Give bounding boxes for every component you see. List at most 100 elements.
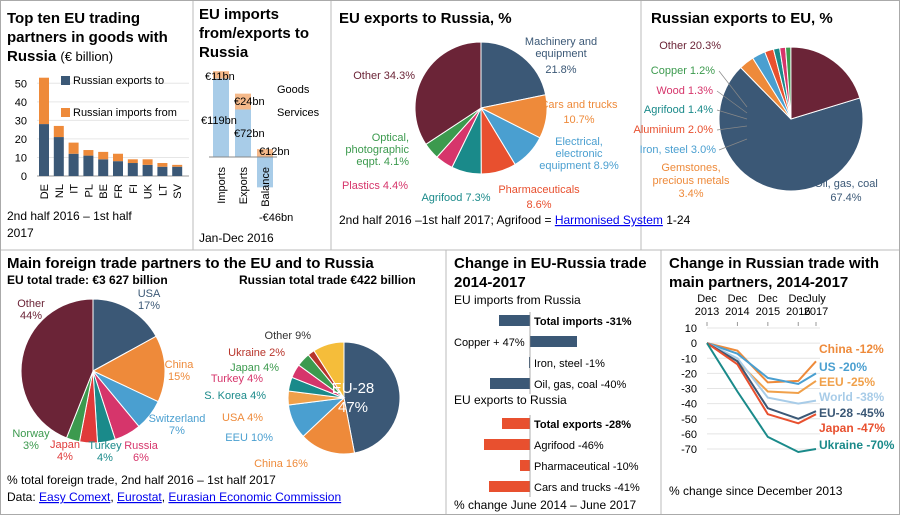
panel7-series-label: US -20% xyxy=(819,360,867,374)
panel5-eu-label-norway: Norway xyxy=(12,428,50,440)
panel7-series-label: EEU -25% xyxy=(819,375,875,389)
panel4-leader-line xyxy=(718,70,748,108)
panel1-bar-imports-NL xyxy=(53,125,64,138)
harmonised-system-link[interactable]: Harmonised System xyxy=(555,213,663,227)
easy-comext-link[interactable]: Easy Comext xyxy=(39,490,111,504)
panel5-ru-label-eu28: EU-28 xyxy=(332,380,375,397)
panel4-leader-line xyxy=(716,109,748,120)
panel5-ru-label-china: China 16% xyxy=(254,458,308,470)
panel1-bar-exports-IT xyxy=(68,153,79,176)
eurasian-economic-commission-link[interactable]: Eurasian Economic Commission xyxy=(168,490,341,504)
panel6-bar xyxy=(529,357,530,368)
panel7-series-line xyxy=(706,342,817,384)
panel5-eu-slice-other xyxy=(20,298,94,439)
panel5-footer: % total foreign trade, 2nd half 2016 – 1… xyxy=(7,473,276,487)
panel7-ytick: -50 xyxy=(681,414,697,426)
source-prefix: Data: xyxy=(7,490,39,504)
panel7-xlabel-line1: July xyxy=(806,293,826,305)
panel4-label-gemstones: precious metals xyxy=(652,175,730,187)
panel3-label-machinery: Machinery and xyxy=(525,36,597,48)
panel2-bar-balance-services xyxy=(257,149,273,157)
panel5-eu-label-china: 15% xyxy=(168,371,190,383)
panel4-leader-line xyxy=(718,138,748,151)
panel2-title-line3: Russia xyxy=(199,44,249,61)
panel6-bar xyxy=(484,439,530,450)
panel4-slice-oil-gas-coal xyxy=(718,66,864,192)
panel5-eu-label-russia: Russia xyxy=(124,440,159,452)
panel5-source: Data: Easy Comext, Eurostat, Eurasian Ec… xyxy=(7,490,341,504)
panel6-bar-label: Total exports -28% xyxy=(534,419,631,431)
panel1-title-line3: Russia (€ billion) xyxy=(7,48,113,65)
panel7-chart: 100-10-20-30-40-50-60-70Dec2013Dec2014De… xyxy=(681,293,895,456)
panel7-ytick: -60 xyxy=(681,429,697,441)
panel2-label-balance-goods: -€46bn xyxy=(259,212,293,224)
panel1-category-FR: FR xyxy=(113,184,125,199)
panel3-pie xyxy=(414,41,548,175)
panel3-value-pharma: 8.6% xyxy=(526,199,551,211)
panel3-footer: 2nd half 2016 –1st half 2017; Agrifood =… xyxy=(339,213,691,227)
panel4-label-gemstones: 3.4% xyxy=(678,188,703,200)
panel7-series-label: Japan -47% xyxy=(819,421,885,435)
panel1-legend-imports: Russian imports from xyxy=(73,107,177,119)
eurostat-link[interactable]: Eurostat xyxy=(117,490,162,504)
panel1-ytick: 10 xyxy=(15,152,27,164)
panel3-label-electrical: equipment 8.9% xyxy=(539,160,619,172)
panel6-bar-label: Pharmaceutical -10% xyxy=(534,461,639,473)
panel1-title-line1: Top ten EU trading xyxy=(7,10,140,27)
panel7-footer: % change since December 2013 xyxy=(669,484,843,498)
panel1-category-LT: LT xyxy=(157,184,169,196)
panel3-footer-prefix: 2nd half 2016 –1st half 2017; Agrifood = xyxy=(339,213,555,227)
panel7-ytick: 0 xyxy=(691,338,697,350)
panel6-bar xyxy=(530,336,577,347)
panel1-bar-exports-NL xyxy=(53,137,64,176)
panel3-slice-machinery-and-equipment xyxy=(480,41,547,109)
panel5-eu-label-russia: 6% xyxy=(133,452,149,464)
panel1-bar-exports-BE xyxy=(98,159,109,176)
panel4-label-copper: Copper 1.2% xyxy=(651,65,715,77)
panel2-footer: Jan-Dec 2016 xyxy=(199,231,274,245)
panel5-ru-label-eeu: EEU 10% xyxy=(225,432,273,444)
panel3-slice-other xyxy=(414,41,482,145)
panel6-bar-label: Iron, steel -1% xyxy=(534,358,605,370)
panel7-xlabel-line2: 2014 xyxy=(725,306,749,318)
panel2-category-imports: Imports xyxy=(216,167,228,204)
panel7-series-label: China -12% xyxy=(819,342,884,356)
panel-main-partners: Main foreign trade partners to the EU an… xyxy=(7,255,416,504)
panel1-bar-imports-PL xyxy=(83,150,94,156)
panel6-title-line2: 2014-2017 xyxy=(454,274,526,291)
panel7-xlabel-line2: 2015 xyxy=(756,306,780,318)
panel5-eu-label-turkey: 4% xyxy=(97,452,113,464)
panel5-ru-slice-china xyxy=(302,397,356,455)
panel4-pie xyxy=(718,46,864,192)
panel5-ru-slice-eu-28 xyxy=(343,341,401,454)
panel1-bar-imports-BE xyxy=(98,151,109,160)
panel2-bar-exports-goods xyxy=(235,109,251,157)
panel1-legend: Russian exports to Russian imports from xyxy=(61,75,177,119)
panel1-bar-exports-PL xyxy=(83,155,94,176)
panel1-category-NL: NL xyxy=(54,184,66,198)
panel1-category-BE: BE xyxy=(98,184,110,199)
panel5-eu-slice-china xyxy=(91,335,166,403)
panel5-eu-label-turkey: Turkey xyxy=(88,440,122,452)
panel2-title-line1: EU imports xyxy=(199,6,279,23)
panel7-xlabel-line1: Dec xyxy=(758,293,778,305)
panel3-label-agrifood: Agrifood 7.3% xyxy=(421,192,490,204)
panel4-label-oil: 67.4% xyxy=(830,192,861,204)
panel4-leader-line xyxy=(716,90,748,114)
panel1-category-IT: IT xyxy=(69,184,81,194)
panel2-bar-imports-goods xyxy=(213,78,229,157)
panel3-value-machinery: 21.8% xyxy=(545,64,576,76)
panel7-ytick: -40 xyxy=(681,399,697,411)
panel3-label-cars: Cars and trucks xyxy=(540,99,618,111)
panel1-category-PL: PL xyxy=(83,184,95,197)
panel3-value-cars: 10.7% xyxy=(563,114,594,126)
panel4-label-oil: Oil, gas, coal xyxy=(814,178,878,190)
panel7-series-line xyxy=(706,342,817,454)
panel1-bar-imports-FI xyxy=(127,159,138,164)
panel5-eu-label-switzerland: Switzerland xyxy=(149,413,206,425)
panel6-bar-label: Copper + 47% xyxy=(454,337,525,349)
panel4-title: Russian exports to EU, % xyxy=(651,10,833,27)
panel7-series-line xyxy=(706,342,817,405)
panel3-label-optical: Optical, xyxy=(372,132,409,144)
panel5-eu-label-japan: Japan xyxy=(50,439,80,451)
